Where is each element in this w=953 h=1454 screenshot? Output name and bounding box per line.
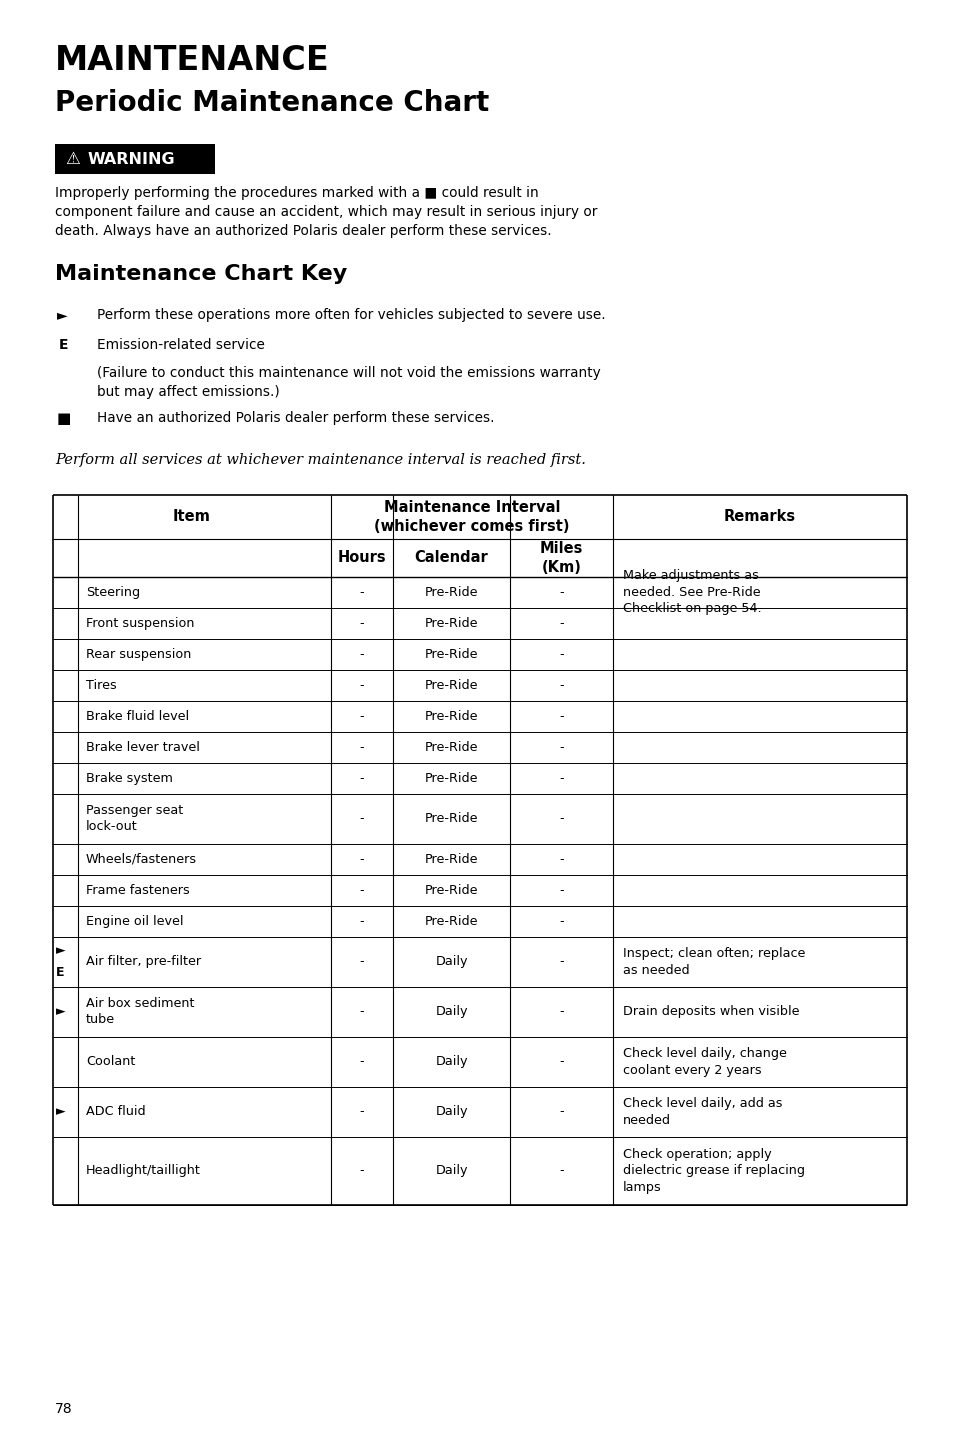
Text: Brake system: Brake system	[86, 772, 172, 785]
Text: Pre-Ride: Pre-Ride	[424, 884, 477, 897]
Text: -: -	[359, 648, 364, 662]
Text: WARNING: WARNING	[88, 151, 175, 167]
Text: E: E	[56, 967, 65, 980]
Text: Daily: Daily	[435, 1165, 467, 1178]
Text: -: -	[558, 884, 563, 897]
Text: Pre-Ride: Pre-Ride	[424, 679, 477, 692]
Text: Check level daily, add as
needed: Check level daily, add as needed	[622, 1098, 781, 1127]
Text: -: -	[359, 1006, 364, 1018]
Text: Calendar: Calendar	[415, 551, 488, 566]
Text: Daily: Daily	[435, 1006, 467, 1018]
Text: -: -	[558, 648, 563, 662]
Text: -: -	[359, 586, 364, 599]
Text: -: -	[558, 1105, 563, 1118]
Text: Tires: Tires	[86, 679, 116, 692]
Text: Air box sediment
tube: Air box sediment tube	[86, 997, 194, 1027]
Text: Pre-Ride: Pre-Ride	[424, 710, 477, 723]
Text: -: -	[558, 616, 563, 630]
Text: -: -	[558, 710, 563, 723]
Text: Frame fasteners: Frame fasteners	[86, 884, 190, 897]
Text: Emission-related service: Emission-related service	[97, 337, 265, 352]
Text: -: -	[359, 679, 364, 692]
Text: -: -	[558, 586, 563, 599]
Text: -: -	[558, 772, 563, 785]
Text: -: -	[558, 1165, 563, 1178]
Text: Periodic Maintenance Chart: Periodic Maintenance Chart	[55, 89, 489, 116]
Text: Headlight/taillight: Headlight/taillight	[86, 1165, 201, 1178]
Text: -: -	[359, 915, 364, 928]
Text: E: E	[59, 337, 69, 352]
Text: Maintenance Interval
(whichever comes first): Maintenance Interval (whichever comes fi…	[374, 500, 569, 534]
Text: Perform all services at whichever maintenance interval is reached first.: Perform all services at whichever mainte…	[55, 454, 585, 467]
Text: ■: ■	[57, 411, 71, 426]
Text: Pre-Ride: Pre-Ride	[424, 915, 477, 928]
Text: Hours: Hours	[337, 551, 386, 566]
Text: Air filter, pre-filter: Air filter, pre-filter	[86, 955, 201, 968]
FancyBboxPatch shape	[55, 144, 214, 174]
Text: -: -	[558, 915, 563, 928]
Text: Daily: Daily	[435, 1056, 467, 1069]
Text: -: -	[359, 955, 364, 968]
Text: Inspect; clean often; replace
as needed: Inspect; clean often; replace as needed	[622, 947, 804, 977]
Text: -: -	[359, 1056, 364, 1069]
Text: Rear suspension: Rear suspension	[86, 648, 192, 662]
Text: Pre-Ride: Pre-Ride	[424, 853, 477, 867]
Text: Passenger seat
lock-out: Passenger seat lock-out	[86, 804, 183, 833]
Text: Maintenance Chart Key: Maintenance Chart Key	[55, 265, 347, 284]
Text: Brake fluid level: Brake fluid level	[86, 710, 189, 723]
Text: Make adjustments as
needed. See Pre-Ride
Checklist on page 54.: Make adjustments as needed. See Pre-Ride…	[622, 570, 760, 615]
Text: -: -	[558, 1006, 563, 1018]
Text: Front suspension: Front suspension	[86, 616, 194, 630]
Text: Coolant: Coolant	[86, 1056, 135, 1069]
Text: Pre-Ride: Pre-Ride	[424, 772, 477, 785]
Text: Remarks: Remarks	[723, 509, 795, 525]
Text: ►: ►	[56, 945, 66, 958]
Text: -: -	[558, 955, 563, 968]
Text: Pre-Ride: Pre-Ride	[424, 648, 477, 662]
Text: -: -	[359, 884, 364, 897]
Text: -: -	[359, 813, 364, 826]
Text: Item: Item	[172, 509, 211, 525]
Text: Miles
(Km): Miles (Km)	[539, 541, 582, 574]
Text: Pre-Ride: Pre-Ride	[424, 586, 477, 599]
Text: Drain deposits when visible: Drain deposits when visible	[622, 1006, 799, 1018]
Text: Check operation; apply
dielectric grease if replacing
lamps: Check operation; apply dielectric grease…	[622, 1149, 804, 1194]
Text: ►: ►	[57, 308, 68, 321]
Text: Pre-Ride: Pre-Ride	[424, 742, 477, 755]
Text: Have an authorized Polaris dealer perform these services.: Have an authorized Polaris dealer perfor…	[97, 411, 494, 425]
Text: -: -	[359, 772, 364, 785]
Text: -: -	[558, 853, 563, 867]
Text: -: -	[359, 616, 364, 630]
Text: Engine oil level: Engine oil level	[86, 915, 183, 928]
Text: Pre-Ride: Pre-Ride	[424, 616, 477, 630]
Text: ►: ►	[56, 1105, 66, 1118]
Text: -: -	[558, 679, 563, 692]
Text: -: -	[359, 710, 364, 723]
Text: Brake lever travel: Brake lever travel	[86, 742, 200, 755]
Text: (Failure to conduct this maintenance will not void the emissions warranty
but ma: (Failure to conduct this maintenance wil…	[97, 366, 600, 398]
Text: Perform these operations more often for vehicles subjected to severe use.: Perform these operations more often for …	[97, 308, 605, 321]
Text: -: -	[558, 742, 563, 755]
Text: -: -	[558, 813, 563, 826]
Text: 78: 78	[55, 1402, 72, 1416]
Text: -: -	[359, 853, 364, 867]
Text: -: -	[558, 1056, 563, 1069]
Text: -: -	[359, 1165, 364, 1178]
Text: Wheels/fasteners: Wheels/fasteners	[86, 853, 197, 867]
Text: Pre-Ride: Pre-Ride	[424, 813, 477, 826]
Text: Daily: Daily	[435, 1105, 467, 1118]
Text: -: -	[359, 1105, 364, 1118]
Text: ADC fluid: ADC fluid	[86, 1105, 146, 1118]
Text: Check level daily, change
coolant every 2 years: Check level daily, change coolant every …	[622, 1047, 786, 1077]
Text: ⚠: ⚠	[65, 150, 80, 169]
Text: MAINTENANCE: MAINTENANCE	[55, 44, 330, 77]
Text: ►: ►	[56, 1006, 66, 1018]
Text: Improperly performing the procedures marked with a ■ could result in
component f: Improperly performing the procedures mar…	[55, 186, 597, 238]
Text: Steering: Steering	[86, 586, 140, 599]
Text: Daily: Daily	[435, 955, 467, 968]
Text: -: -	[359, 742, 364, 755]
